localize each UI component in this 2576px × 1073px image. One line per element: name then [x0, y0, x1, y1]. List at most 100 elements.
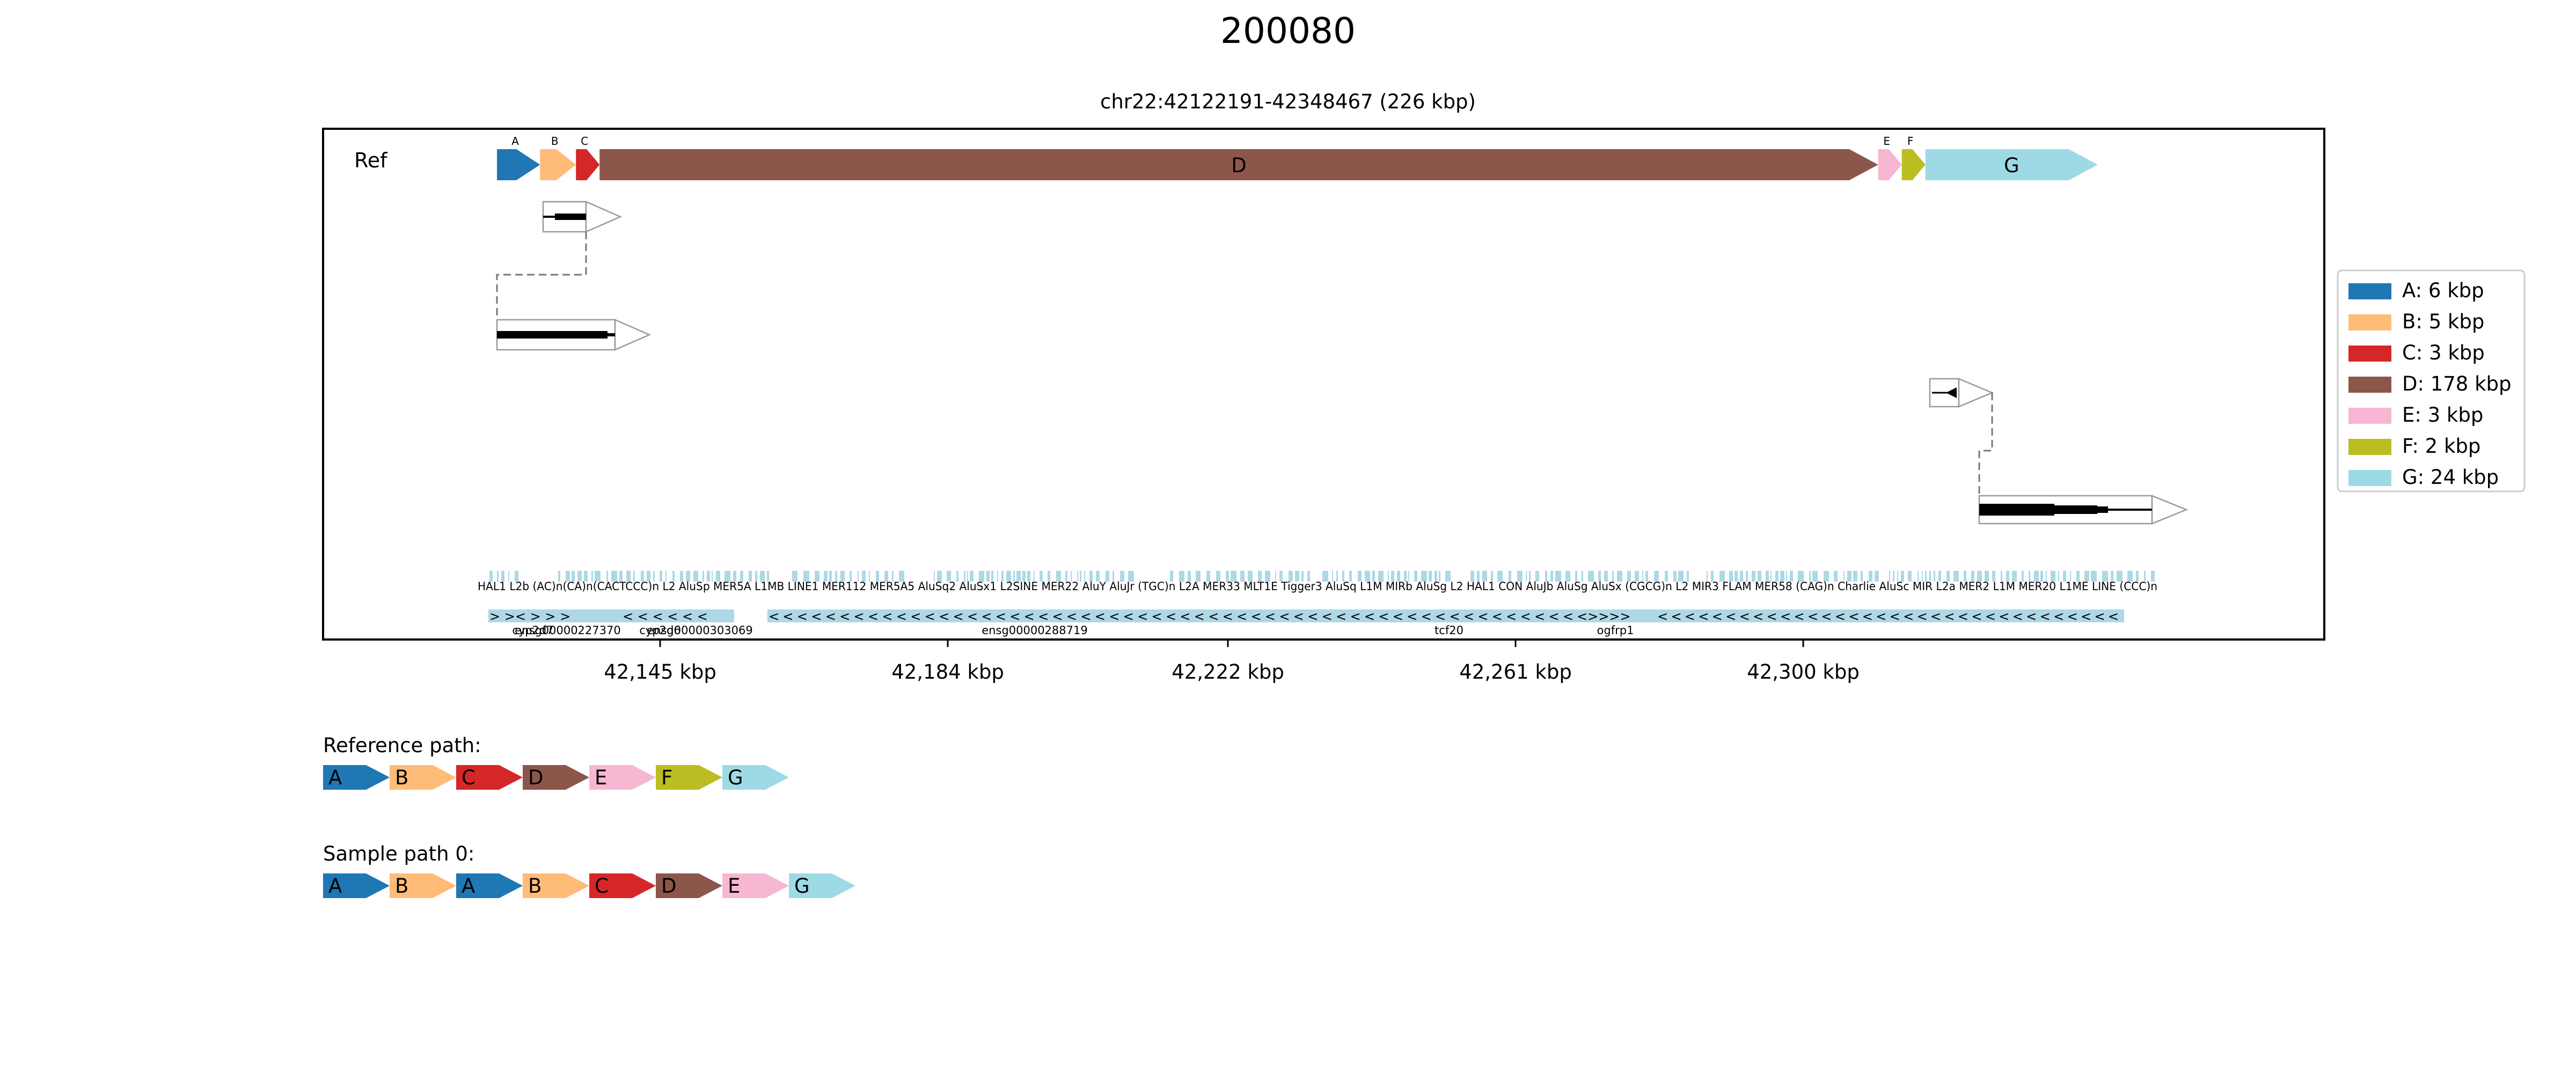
transcript-tcf20	[1978, 495, 2189, 525]
repeat-tick	[1654, 571, 1659, 582]
legend-label-B: B: 5 kbp	[2402, 310, 2484, 333]
repeat-tick	[1598, 571, 1601, 582]
repeat-tick	[1295, 571, 1299, 582]
transcript-small-e	[1929, 378, 1994, 408]
path-segment-label-E: E	[595, 766, 607, 789]
repeat-tick	[1687, 571, 1689, 582]
repeat-tick	[1946, 571, 1950, 582]
gene-label-tcf20: tcf20	[1435, 624, 1463, 637]
repeat-tick	[1509, 571, 1511, 582]
repeat-tick	[1588, 571, 1594, 582]
repeat-tick	[566, 571, 570, 582]
gene-strand-arrows: > >< > > >	[489, 609, 570, 624]
repeat-tick	[1188, 571, 1191, 582]
repeat-tick	[707, 571, 710, 582]
ref-segment-label-G: G	[2004, 154, 2019, 177]
path-segment-label-A: A	[328, 766, 342, 789]
gene-label-ensg00000288719: ensg00000288719	[982, 624, 1087, 637]
repeat-tick	[1048, 571, 1050, 582]
transcript-arrow	[2151, 495, 2189, 525]
repeat-tick	[501, 571, 504, 582]
repeat-tick	[1746, 571, 1748, 582]
repeat-tick	[1120, 571, 1124, 582]
repeat-tick	[1289, 571, 1293, 582]
repeat-tick	[1843, 571, 1845, 582]
gene-strand-arrows: <>>>>	[1577, 609, 1631, 624]
repeat-tick	[1790, 571, 1793, 582]
gene-label-ensg00000303069: ensg00000303069	[647, 624, 752, 637]
path-segment-label-B: B	[528, 874, 541, 898]
path-segment-B	[390, 873, 456, 898]
repeat-tick	[1645, 571, 1648, 582]
ref-segment-B	[540, 149, 576, 180]
path-segment-E	[722, 873, 789, 898]
repeat-tick	[693, 571, 698, 582]
repeat-tick	[956, 571, 958, 582]
legend-label-A: A: 6 kbp	[2402, 279, 2484, 302]
repeat-tick	[1013, 571, 1015, 582]
repeat-tick	[1096, 571, 1100, 582]
repeat-tick	[835, 571, 837, 582]
repeat-tick	[653, 571, 655, 582]
repeat-tick	[1470, 571, 1474, 582]
ref-segment-F	[1901, 149, 1926, 180]
path-segment-C	[589, 873, 656, 898]
repeat-tick	[1248, 571, 1253, 582]
repeat-tick	[1365, 571, 1370, 582]
repeat-tick	[1391, 571, 1394, 582]
repeat-tick	[1065, 571, 1067, 582]
repeat-tick	[1179, 571, 1184, 582]
repeat-tick	[991, 571, 993, 582]
ref-segment-G	[1925, 149, 2098, 180]
repeat-tick	[1258, 571, 1262, 582]
legend-swatch-G	[2348, 470, 2391, 486]
region-subtitle: chr22:42122191-42348467 (226 kbp)	[1100, 90, 1476, 113]
ref-segment-label-E: E	[1883, 135, 1890, 148]
repeat-tick	[1421, 571, 1427, 582]
repeat-tick	[1414, 571, 1417, 582]
repeat-tick	[1206, 571, 1210, 582]
repeat-tick	[1985, 571, 1989, 582]
repeat-tick	[2051, 571, 2055, 582]
repeat-tick	[824, 571, 828, 582]
repeat-tick	[1673, 571, 1677, 582]
repeat-tick	[641, 571, 644, 582]
x-axis: 42,145 kbp 42,184 kbp 42,222 kbp 42,261 …	[604, 640, 1860, 684]
repeat-tick	[884, 571, 888, 582]
ref-segment-label-F: F	[1907, 135, 1914, 148]
repeat-tick	[1770, 571, 1772, 582]
repeat-tick	[2070, 571, 2071, 582]
repeat-tick	[1545, 571, 1547, 582]
repeat-tick	[1824, 571, 1829, 582]
repeat-tick	[964, 571, 965, 582]
repeat-tick	[840, 571, 845, 582]
repeat-tick	[680, 571, 683, 582]
repeat-tick	[1897, 571, 1898, 582]
repeat-tick	[2091, 571, 2097, 582]
repeat-tick	[1196, 571, 1201, 582]
transcript-cyp2d7	[542, 201, 623, 233]
repeat-tick	[1040, 571, 1043, 582]
repeat-tick	[1707, 571, 1708, 582]
repeat-tick	[611, 571, 617, 582]
repeat-tick	[1089, 571, 1093, 582]
repeat-tick	[2144, 571, 2146, 582]
repeat-tick	[792, 571, 797, 582]
path-segment-F	[656, 765, 722, 790]
repeat-tick	[584, 571, 588, 582]
repeat-tick	[2151, 571, 2155, 582]
gene-bar	[488, 609, 621, 622]
repeat-tick	[1027, 571, 1030, 582]
path-segment-D	[523, 765, 589, 790]
repeat-tick	[2034, 571, 2039, 582]
repeat-tick	[1719, 571, 1725, 582]
repeat-tick	[1735, 571, 1738, 582]
repeat-tick	[1642, 571, 1643, 582]
repeat-tick	[740, 571, 743, 582]
path-segment-B	[523, 873, 589, 898]
repeat-tick	[997, 571, 998, 582]
path-segment-label-D: D	[528, 766, 544, 789]
transcript-arrow	[614, 319, 652, 351]
repeat-tick	[1529, 571, 1531, 582]
